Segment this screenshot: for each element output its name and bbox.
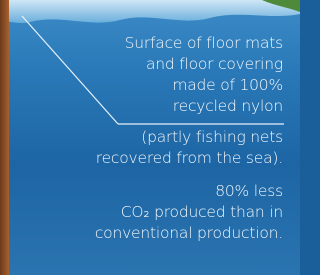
info-text-line: Surface of floor mats [125, 34, 283, 52]
info-text-line: CO₂ produced than in [121, 203, 283, 221]
info-text-line: and floor covering [146, 55, 283, 73]
screen: Surface of floor mats and floor covering m… [0, 0, 300, 275]
info-text-line: (partly fishing nets [141, 128, 283, 146]
info-text-line: recycled nylon [173, 97, 283, 115]
info-text-line: recovered from the sea). [96, 149, 283, 167]
info-text-line: conventional production. [95, 224, 283, 242]
wood-frame [0, 0, 9, 275]
info-text-line: made of 100% [172, 76, 283, 94]
info-text-line: 80% less [215, 182, 283, 200]
